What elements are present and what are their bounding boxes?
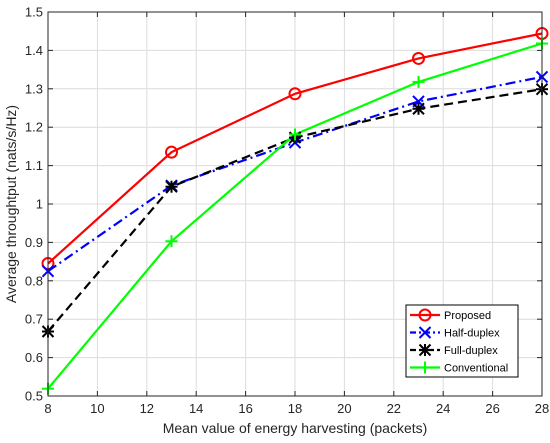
legend-label: Full-duplex [444,345,498,357]
x-tick-label: 20 [337,401,351,416]
x-tick-label: 26 [485,401,499,416]
legend-marker [418,326,432,339]
legend-box [405,304,519,378]
x-tick-label: 28 [535,401,549,416]
axis-ticks: 8 10 12 14 16 18 20 22 24 26 28 0.5 0.6 0.7 0.8 0.9 1 1.1… [25,5,549,417]
legend-marker [419,361,431,374]
legend: Proposed Half-duplex Full-duplex Convention… [405,304,519,378]
legend-entry: Full-duplex [410,343,498,357]
y-tick-label: 1.3 [25,81,43,96]
x-axis-label: Mean value of energy harvesting (packets… [163,420,428,436]
x-tick-label: 10 [90,401,104,416]
data-point [165,235,178,248]
legend-marker [418,308,432,322]
data-point [165,145,178,159]
legend-entry: Conventional [410,361,508,375]
legend-entry: Half-duplex [410,326,500,340]
legend-label: Half-duplex [444,328,500,340]
x-tick-label: 8 [44,401,51,416]
y-tick-label: 0.5 [25,389,43,404]
x-tick-label: 22 [387,401,401,416]
y-tick-label: 1.2 [25,120,43,135]
data-point [412,51,425,65]
data-point [412,102,425,115]
x-tick-label: 14 [189,401,203,416]
legend-label: Proposed [444,310,491,322]
x-tick-label: 12 [140,401,154,416]
legend-label: Conventional [444,363,508,375]
data-point [412,75,425,88]
x-tick-label: 18 [288,401,302,416]
y-tick-label: 0.6 [25,350,43,365]
x-tick-label: 16 [238,401,252,416]
series-line-proposed [47,32,543,265]
data-point [289,128,301,141]
data-point [165,180,178,193]
y-tick-label: 0.8 [25,273,43,288]
y-axis-label: Average throughtput (nats/s/Hz) [3,105,19,303]
y-tick-label: 1.1 [25,158,43,173]
y-tick-label: 1 [36,197,43,212]
y-tick-label: 0.9 [25,235,43,250]
x-tick-label: 24 [436,401,450,416]
legend-entry: Proposed [410,308,491,322]
legend-marker [418,343,432,357]
data-point [288,87,302,101]
y-tick-label: 0.7 [25,312,43,327]
y-tick-label: 1.5 [25,5,43,20]
y-tick-label: 1.4 [25,43,43,58]
